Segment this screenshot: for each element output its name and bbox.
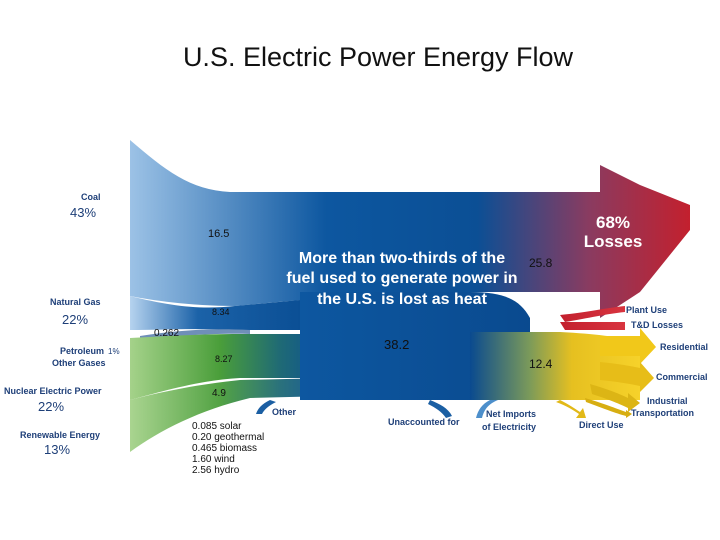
coal-percent: 43% (70, 205, 96, 220)
net-imports-arrow (476, 400, 498, 418)
renewable-item-wind: 1.60 wind (192, 454, 235, 465)
industrial-label: Industrial (647, 396, 688, 406)
renewable-value: 4.9 (212, 388, 226, 399)
unaccounted-stream (428, 400, 452, 418)
center-note-line-1: More than two-thirds of the (299, 250, 505, 267)
losses-value: 25.8 (529, 256, 553, 270)
td-losses-label: T&D Losses (631, 320, 683, 330)
delivered-electricity-trunk (470, 332, 640, 400)
unaccounted-label: Unaccounted for (388, 417, 460, 427)
residential-label: Residential (660, 342, 708, 352)
petroleum-value: 0.262 (154, 328, 179, 339)
coal-flow-band (130, 140, 690, 318)
renewable-flow-band (130, 378, 330, 452)
renewable-label: Renewable Energy (20, 430, 100, 440)
natural-gas-percent: 22% (62, 312, 88, 327)
other-gases-label: Other Gases (52, 358, 106, 368)
coal-value: 16.5 (208, 228, 229, 240)
petroleum-percent: 1% (108, 347, 120, 356)
renewable-item-biomass: 0.465 biomass (192, 443, 257, 454)
transportation-arrow (585, 398, 632, 418)
residential-arrow (600, 328, 656, 364)
net-imports-label-line-1: Net Imports (486, 409, 536, 419)
plant-use-stream (560, 306, 625, 322)
plant-use-label: Plant Use (626, 305, 667, 315)
total-value: 38.2 (384, 337, 409, 352)
nuclear-percent: 22% (38, 399, 64, 414)
natural-gas-label: Natural Gas (50, 297, 101, 307)
direct-use-label: Direct Use (579, 420, 624, 430)
renewable-percent: 13% (44, 442, 70, 457)
renewable-item-solar: 0.085 solar (192, 421, 242, 432)
net-imports-label-line-2: of Electricity (482, 422, 536, 432)
transportation-label: Transportation (631, 408, 694, 418)
commercial-label: Commercial (656, 372, 708, 382)
natural-gas-flow-band (130, 296, 300, 330)
renewable-item-geothermal: 0.20 geothermal (192, 432, 264, 443)
nuclear-label: Nuclear Electric Power (4, 386, 102, 396)
center-note-line-3: the U.S. is lost as heat (317, 291, 488, 308)
losses-percent: 68% (596, 213, 630, 232)
direct-use-arrow (556, 400, 586, 418)
nuclear-value: 8.27 (215, 354, 233, 364)
diagram-title: U.S. Electric Power Energy Flow (182, 42, 574, 72)
coal-label: Coal (81, 192, 101, 202)
petroleum-label: Petroleum (60, 346, 104, 356)
commercial-arrow (600, 362, 654, 392)
td-losses-stream (560, 322, 625, 330)
other-stream (256, 400, 276, 414)
nuclear-flow-band (130, 334, 330, 400)
losses-label: Losses (584, 232, 643, 251)
industrial-arrow (590, 384, 640, 412)
renewable-item-hydro: 2.56 hydro (192, 465, 240, 476)
center-note-line-2: fuel used to generate power in (286, 270, 517, 287)
other-label: Other (272, 407, 297, 417)
net-generation-value: 12.4 (529, 357, 553, 371)
natural-gas-value: 8.34 (212, 307, 230, 317)
